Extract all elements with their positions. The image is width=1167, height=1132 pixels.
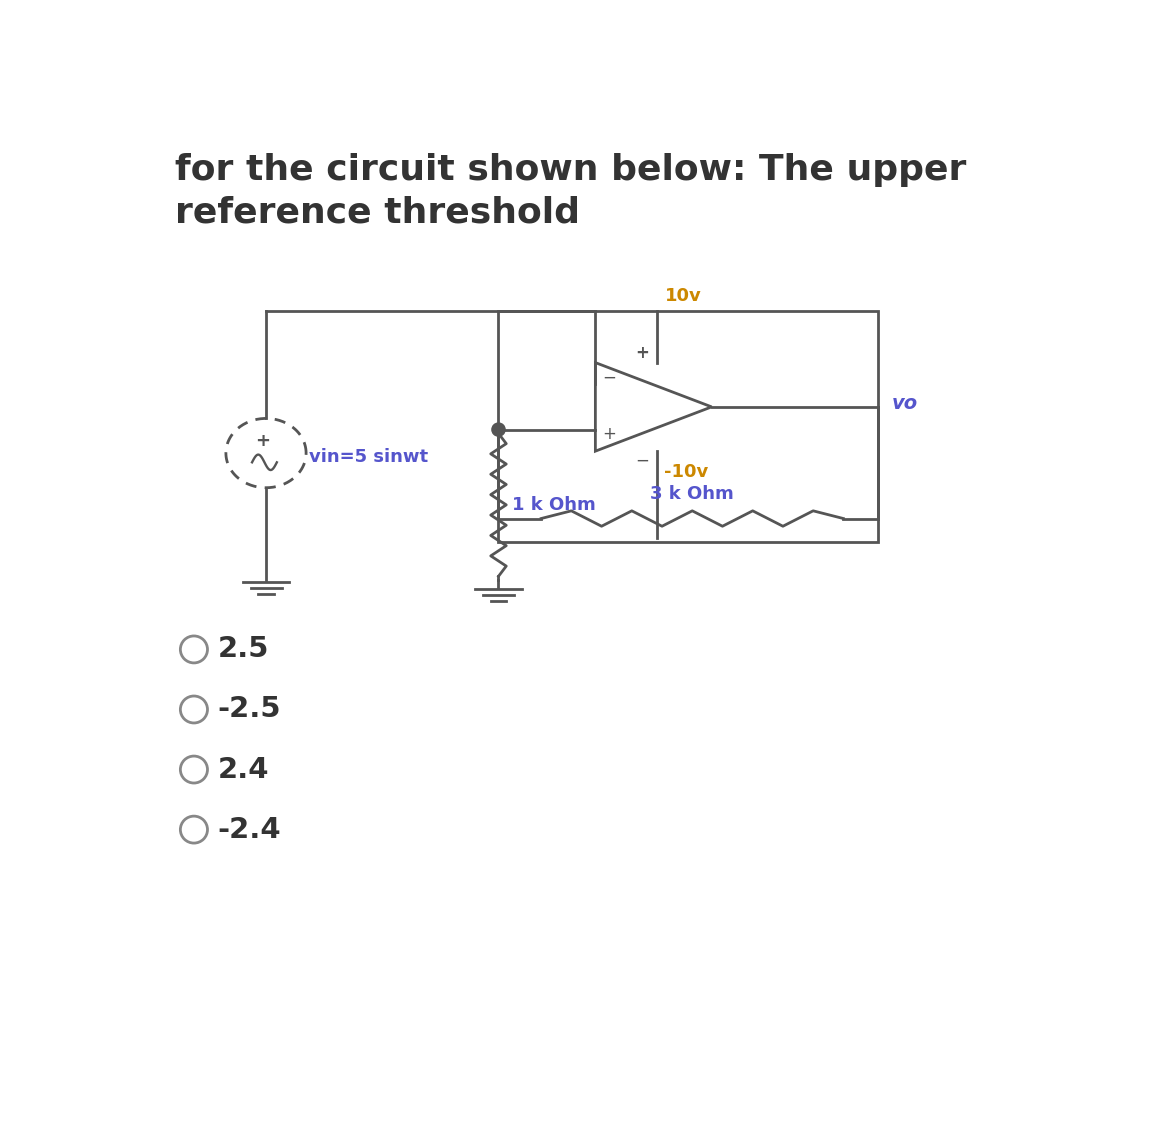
Text: 2.4: 2.4 bbox=[217, 755, 270, 783]
Text: −: − bbox=[635, 452, 649, 470]
Text: +: + bbox=[635, 344, 649, 362]
Text: +: + bbox=[256, 431, 271, 449]
Text: vo: vo bbox=[893, 394, 918, 412]
Circle shape bbox=[492, 423, 505, 436]
Text: for the circuit shown below: The upper: for the circuit shown below: The upper bbox=[175, 153, 966, 187]
Text: 1 k Ohm: 1 k Ohm bbox=[512, 496, 596, 514]
Text: reference threshold: reference threshold bbox=[175, 195, 580, 229]
Text: -2.5: -2.5 bbox=[217, 695, 281, 723]
Text: 2.5: 2.5 bbox=[217, 635, 268, 663]
Text: vin=5 sinwt: vin=5 sinwt bbox=[308, 448, 428, 466]
Text: -2.4: -2.4 bbox=[217, 816, 281, 843]
Text: +: + bbox=[602, 426, 616, 444]
Text: -10v: -10v bbox=[664, 463, 708, 481]
Text: −: − bbox=[602, 369, 616, 387]
Text: 3 k Ohm: 3 k Ohm bbox=[650, 486, 734, 503]
Text: 10v: 10v bbox=[665, 288, 701, 306]
